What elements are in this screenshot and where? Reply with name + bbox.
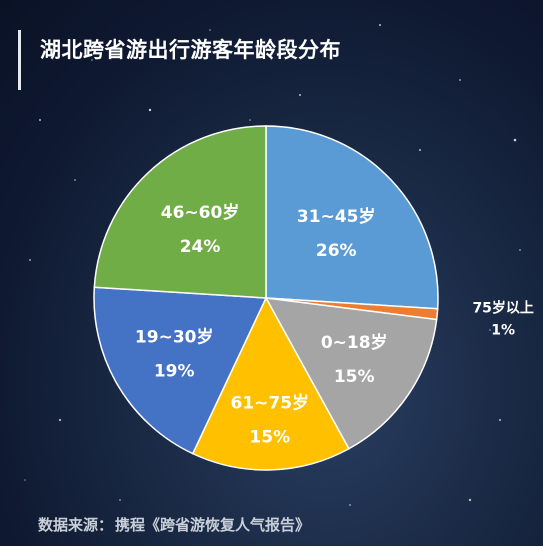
- slice-value-label: 1%: [491, 323, 515, 339]
- slice-value-label: 26%: [316, 241, 357, 261]
- slice-category-label: 19~30岁: [135, 326, 214, 347]
- slice-value-label: 15%: [249, 427, 290, 447]
- pie-slice-5: [93, 286, 268, 455]
- pie-slice-4: [191, 296, 350, 471]
- pie-slice-3: [264, 297, 438, 450]
- slice-value-label: 19%: [154, 361, 195, 381]
- slice-category-label: 31~45岁: [297, 206, 376, 227]
- slice-category-label: 75岁以上: [472, 300, 533, 317]
- pie-slice-1: [265, 125, 439, 310]
- chart-title: 湖北跨省游出行游客年龄段分布: [40, 38, 341, 62]
- slice-value-label: 15%: [334, 367, 375, 387]
- source-footer: 数据来源： 携程《跨省游恢复人气报告》: [38, 514, 310, 535]
- slice-value-label: 24%: [180, 237, 221, 257]
- slice-category-label: 0~18岁: [321, 332, 388, 353]
- slice-category-label: 61~75岁: [231, 392, 310, 413]
- source-label: 数据来源：: [38, 516, 114, 534]
- pie-slice-6: [93, 125, 267, 299]
- title-accent-bar: [18, 30, 21, 90]
- source-text: 携程《跨省游恢复人气报告》: [115, 516, 311, 534]
- slice-category-label: 46~60岁: [161, 202, 240, 223]
